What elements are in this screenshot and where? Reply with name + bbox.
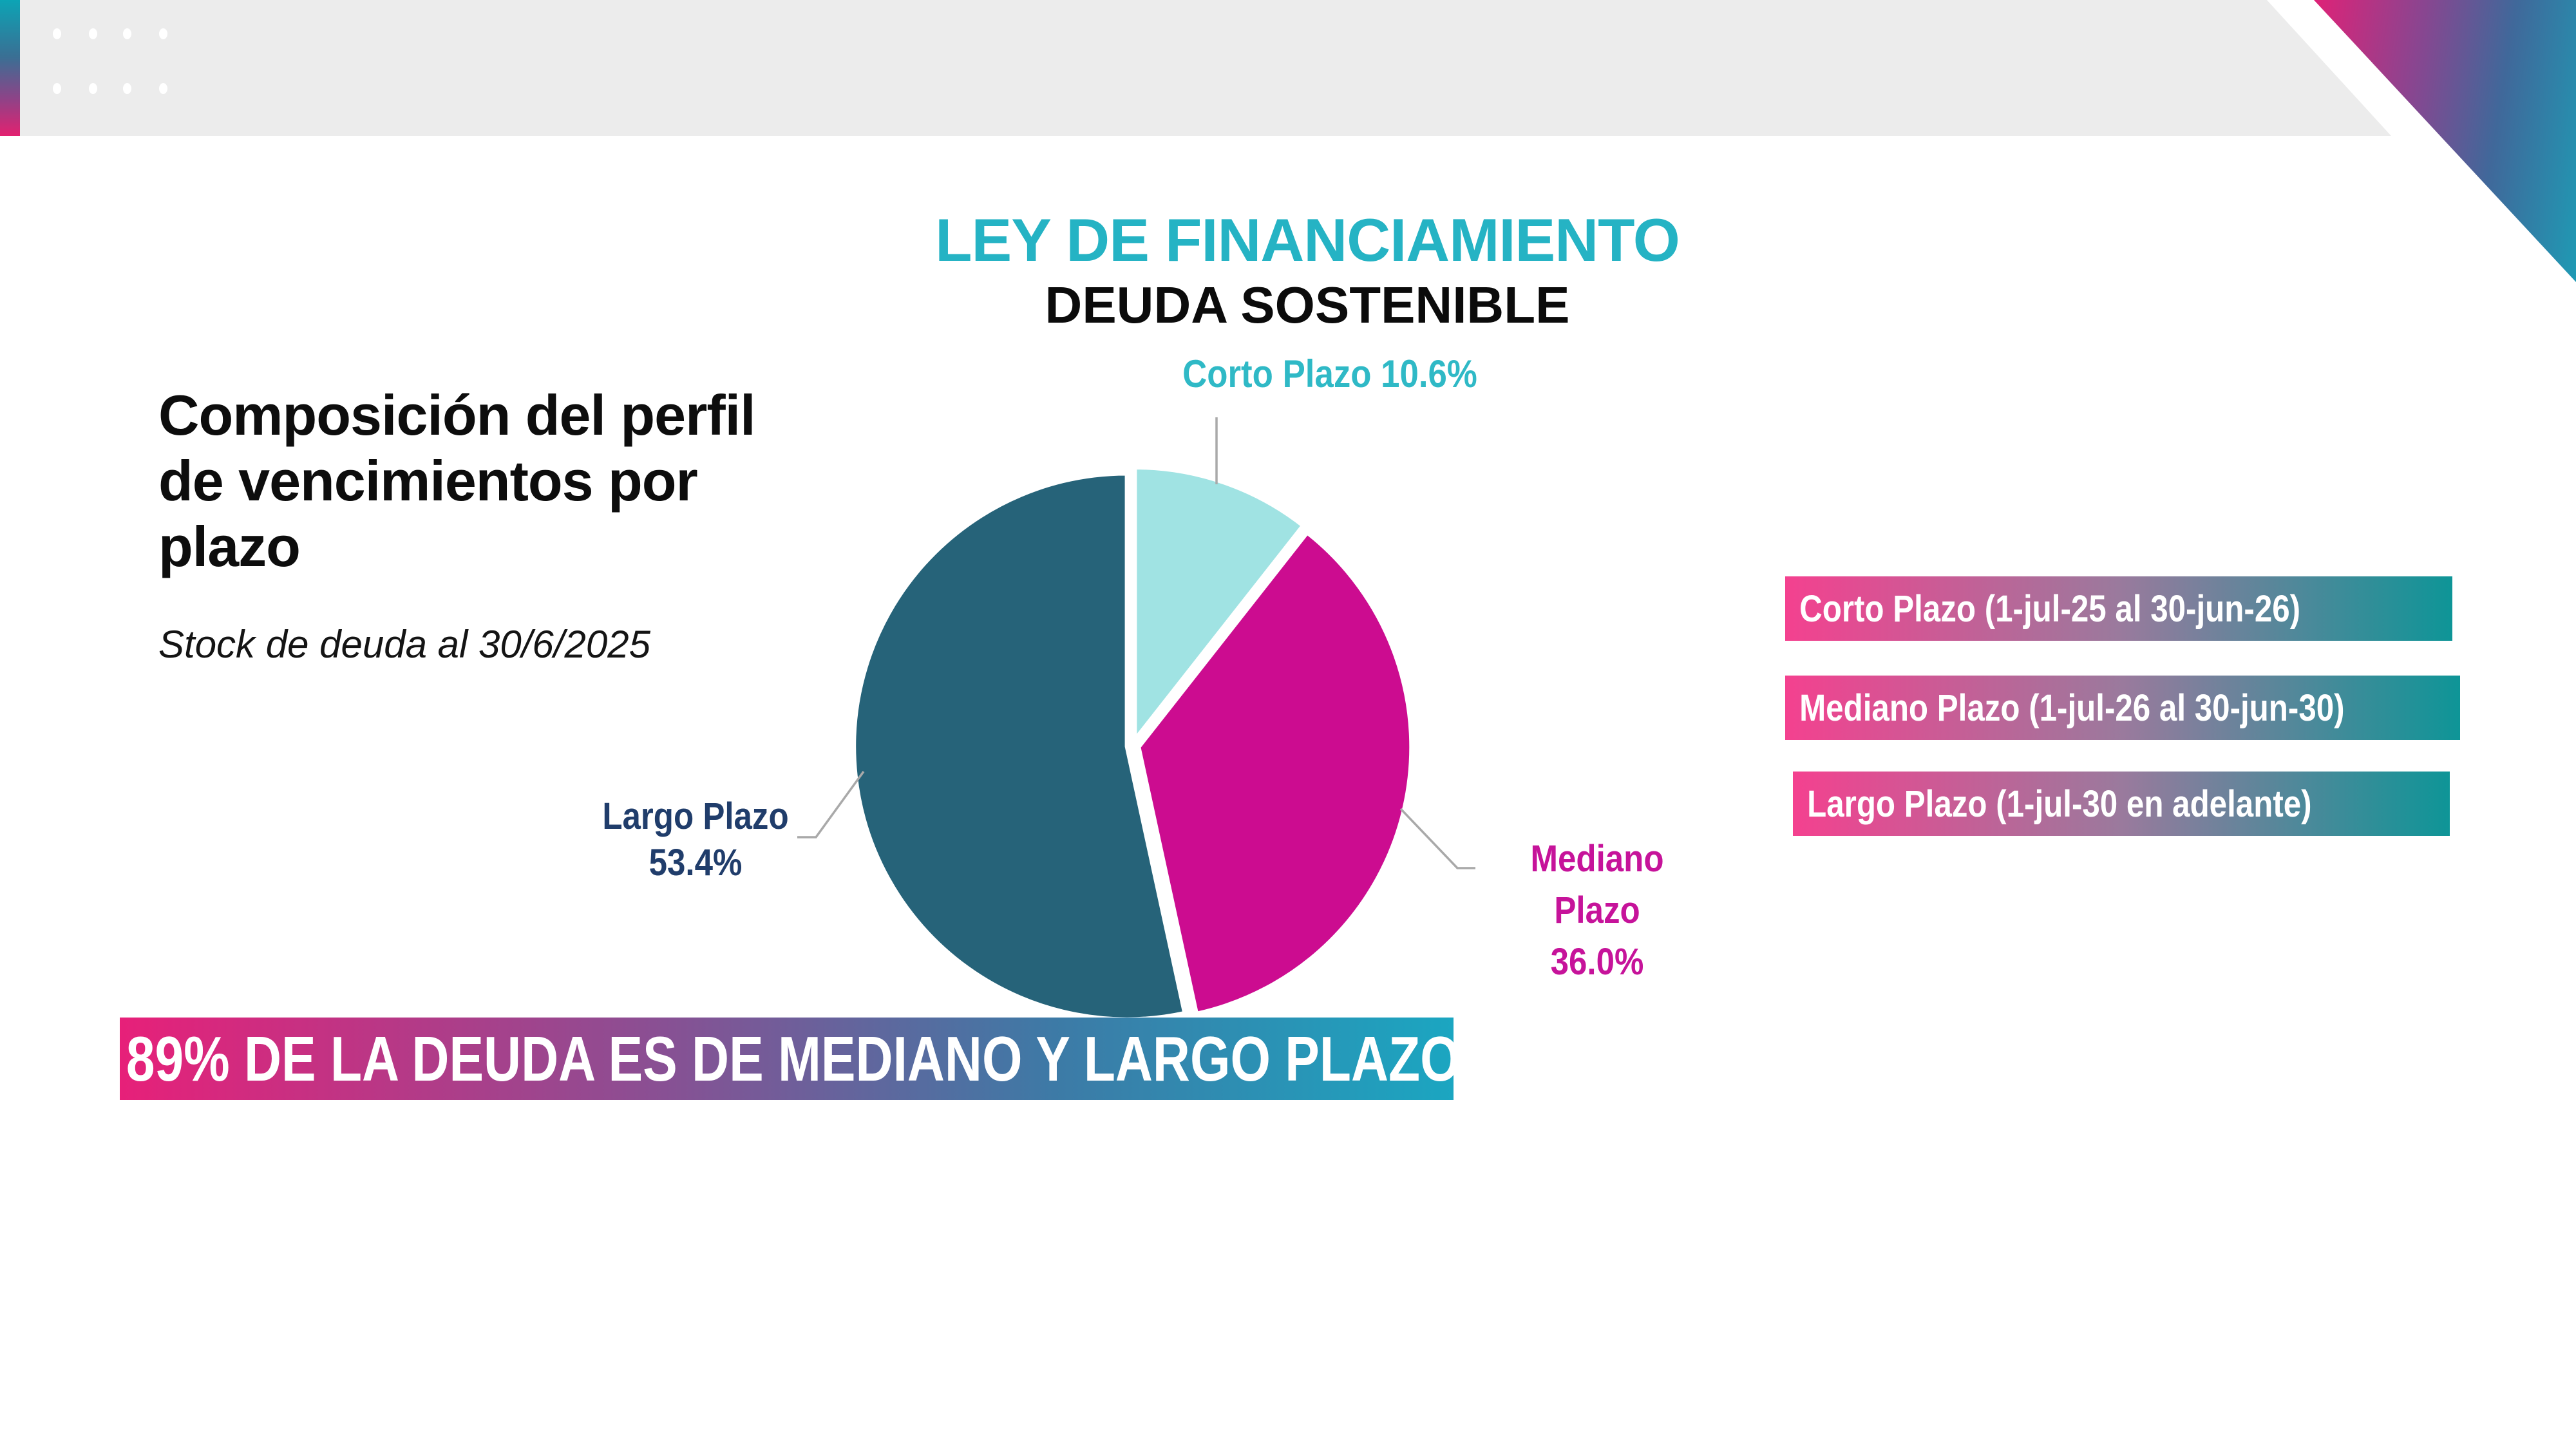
label-largo-plazo: Largo Plazo 53.4% bbox=[602, 795, 789, 884]
callout-leader-line bbox=[1399, 808, 1475, 869]
label-mediano-plazo: Mediano Plazo 36.0% bbox=[1530, 838, 1664, 983]
pie-slice-mediano-plazo bbox=[1136, 530, 1414, 1016]
pie-slice-largo-plazo bbox=[851, 471, 1188, 1022]
legend-item-largo-plazo: Largo Plazo (1-jul-30 en adelante) bbox=[1793, 772, 2450, 836]
dot-icon bbox=[89, 83, 97, 94]
key-message-banner: 89% DE LA DEUDA ES DE MEDIANO Y LARGO PL… bbox=[120, 1018, 1461, 1100]
dot-icon bbox=[53, 28, 61, 39]
dot-icon bbox=[159, 28, 167, 39]
legend-item-label: Mediano Plazo (1-jul-26 al 30-jun-30) bbox=[1799, 687, 2345, 729]
legend-item-label: Largo Plazo (1-jul-30 en adelante) bbox=[1807, 782, 2312, 825]
dot-icon bbox=[53, 83, 61, 94]
pie-slice-corto-plazo bbox=[1132, 465, 1306, 743]
corner-gradient-triangle bbox=[2314, 0, 2576, 282]
legend: Corto Plazo (1-jul-25 al 30-jun-26) Medi… bbox=[1785, 576, 2494, 871]
dot-icon bbox=[159, 83, 167, 94]
header-bar bbox=[20, 0, 2391, 136]
key-message-text: 89% DE LA DEUDA ES DE MEDIANO Y LARGO PL… bbox=[126, 1023, 1461, 1094]
dot-icon bbox=[89, 28, 97, 39]
legend-item-label: Corto Plazo (1-jul-25 al 30-jun-26) bbox=[1799, 587, 2301, 630]
page-subtitle: DEUDA SOSTENIBLE bbox=[1045, 276, 1570, 334]
legend-item-mediano-plazo: Mediano Plazo (1-jul-26 al 30-jun-30) bbox=[1785, 676, 2460, 740]
chart-date-note: Stock de deuda al 30/6/2025 bbox=[158, 623, 650, 666]
dot-icon bbox=[123, 83, 131, 94]
chart-heading: Composición del perfil de vencimientos p… bbox=[158, 383, 756, 578]
page-title: LEY DE FINANCIAMIENTO bbox=[935, 206, 1680, 274]
legend-item-corto-plazo: Corto Plazo (1-jul-25 al 30-jun-26) bbox=[1785, 576, 2452, 641]
label-corto-plazo: Corto Plazo 10.6% bbox=[1182, 352, 1477, 395]
dot-icon bbox=[123, 28, 131, 39]
corner-accent-bar bbox=[0, 0, 20, 136]
